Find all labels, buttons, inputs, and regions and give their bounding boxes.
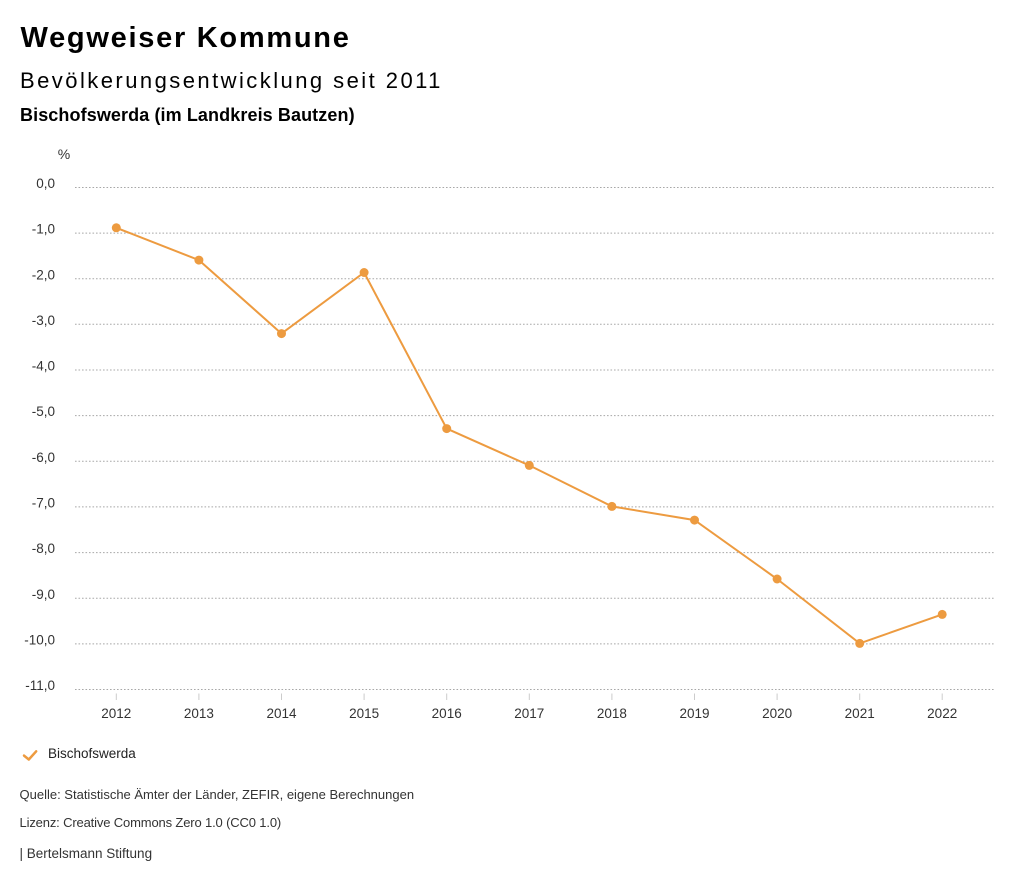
svg-text:-6,0: -6,0 bbox=[32, 450, 55, 465]
svg-text:2020: 2020 bbox=[762, 706, 792, 721]
svg-text:-1,0: -1,0 bbox=[32, 222, 55, 237]
svg-text:-8,0: -8,0 bbox=[32, 541, 55, 556]
svg-text:-3,0: -3,0 bbox=[32, 313, 55, 328]
svg-text:2015: 2015 bbox=[349, 706, 379, 721]
svg-text:2017: 2017 bbox=[514, 706, 544, 721]
svg-text:2019: 2019 bbox=[679, 706, 709, 721]
svg-text:-5,0: -5,0 bbox=[32, 404, 55, 419]
svg-text:0,0: 0,0 bbox=[36, 176, 55, 191]
svg-text:2014: 2014 bbox=[266, 706, 297, 721]
svg-text:%: % bbox=[58, 146, 70, 162]
svg-text:-7,0: -7,0 bbox=[32, 496, 55, 511]
svg-text:-11,0: -11,0 bbox=[25, 678, 55, 693]
svg-text:-10,0: -10,0 bbox=[24, 633, 55, 648]
svg-text:2022: 2022 bbox=[927, 706, 957, 721]
svg-text:2018: 2018 bbox=[597, 706, 627, 721]
svg-text:-9,0: -9,0 bbox=[32, 587, 55, 602]
svg-text:-4,0: -4,0 bbox=[32, 359, 55, 374]
svg-text:-2,0: -2,0 bbox=[32, 267, 55, 282]
svg-text:2012: 2012 bbox=[101, 706, 131, 721]
svg-text:2016: 2016 bbox=[432, 706, 462, 721]
svg-text:2021: 2021 bbox=[845, 706, 875, 721]
svg-text:2013: 2013 bbox=[184, 706, 214, 721]
